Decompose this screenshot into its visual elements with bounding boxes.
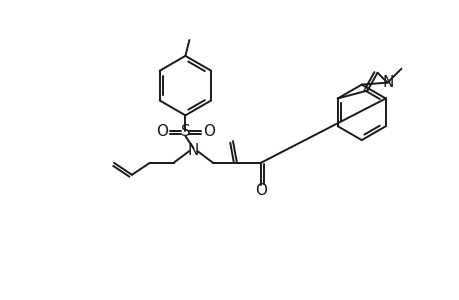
Text: O: O	[203, 124, 215, 139]
Text: N: N	[382, 75, 393, 90]
Text: O: O	[155, 124, 167, 139]
Text: N: N	[187, 143, 199, 158]
Text: O: O	[254, 183, 266, 198]
Text: S: S	[180, 124, 190, 139]
